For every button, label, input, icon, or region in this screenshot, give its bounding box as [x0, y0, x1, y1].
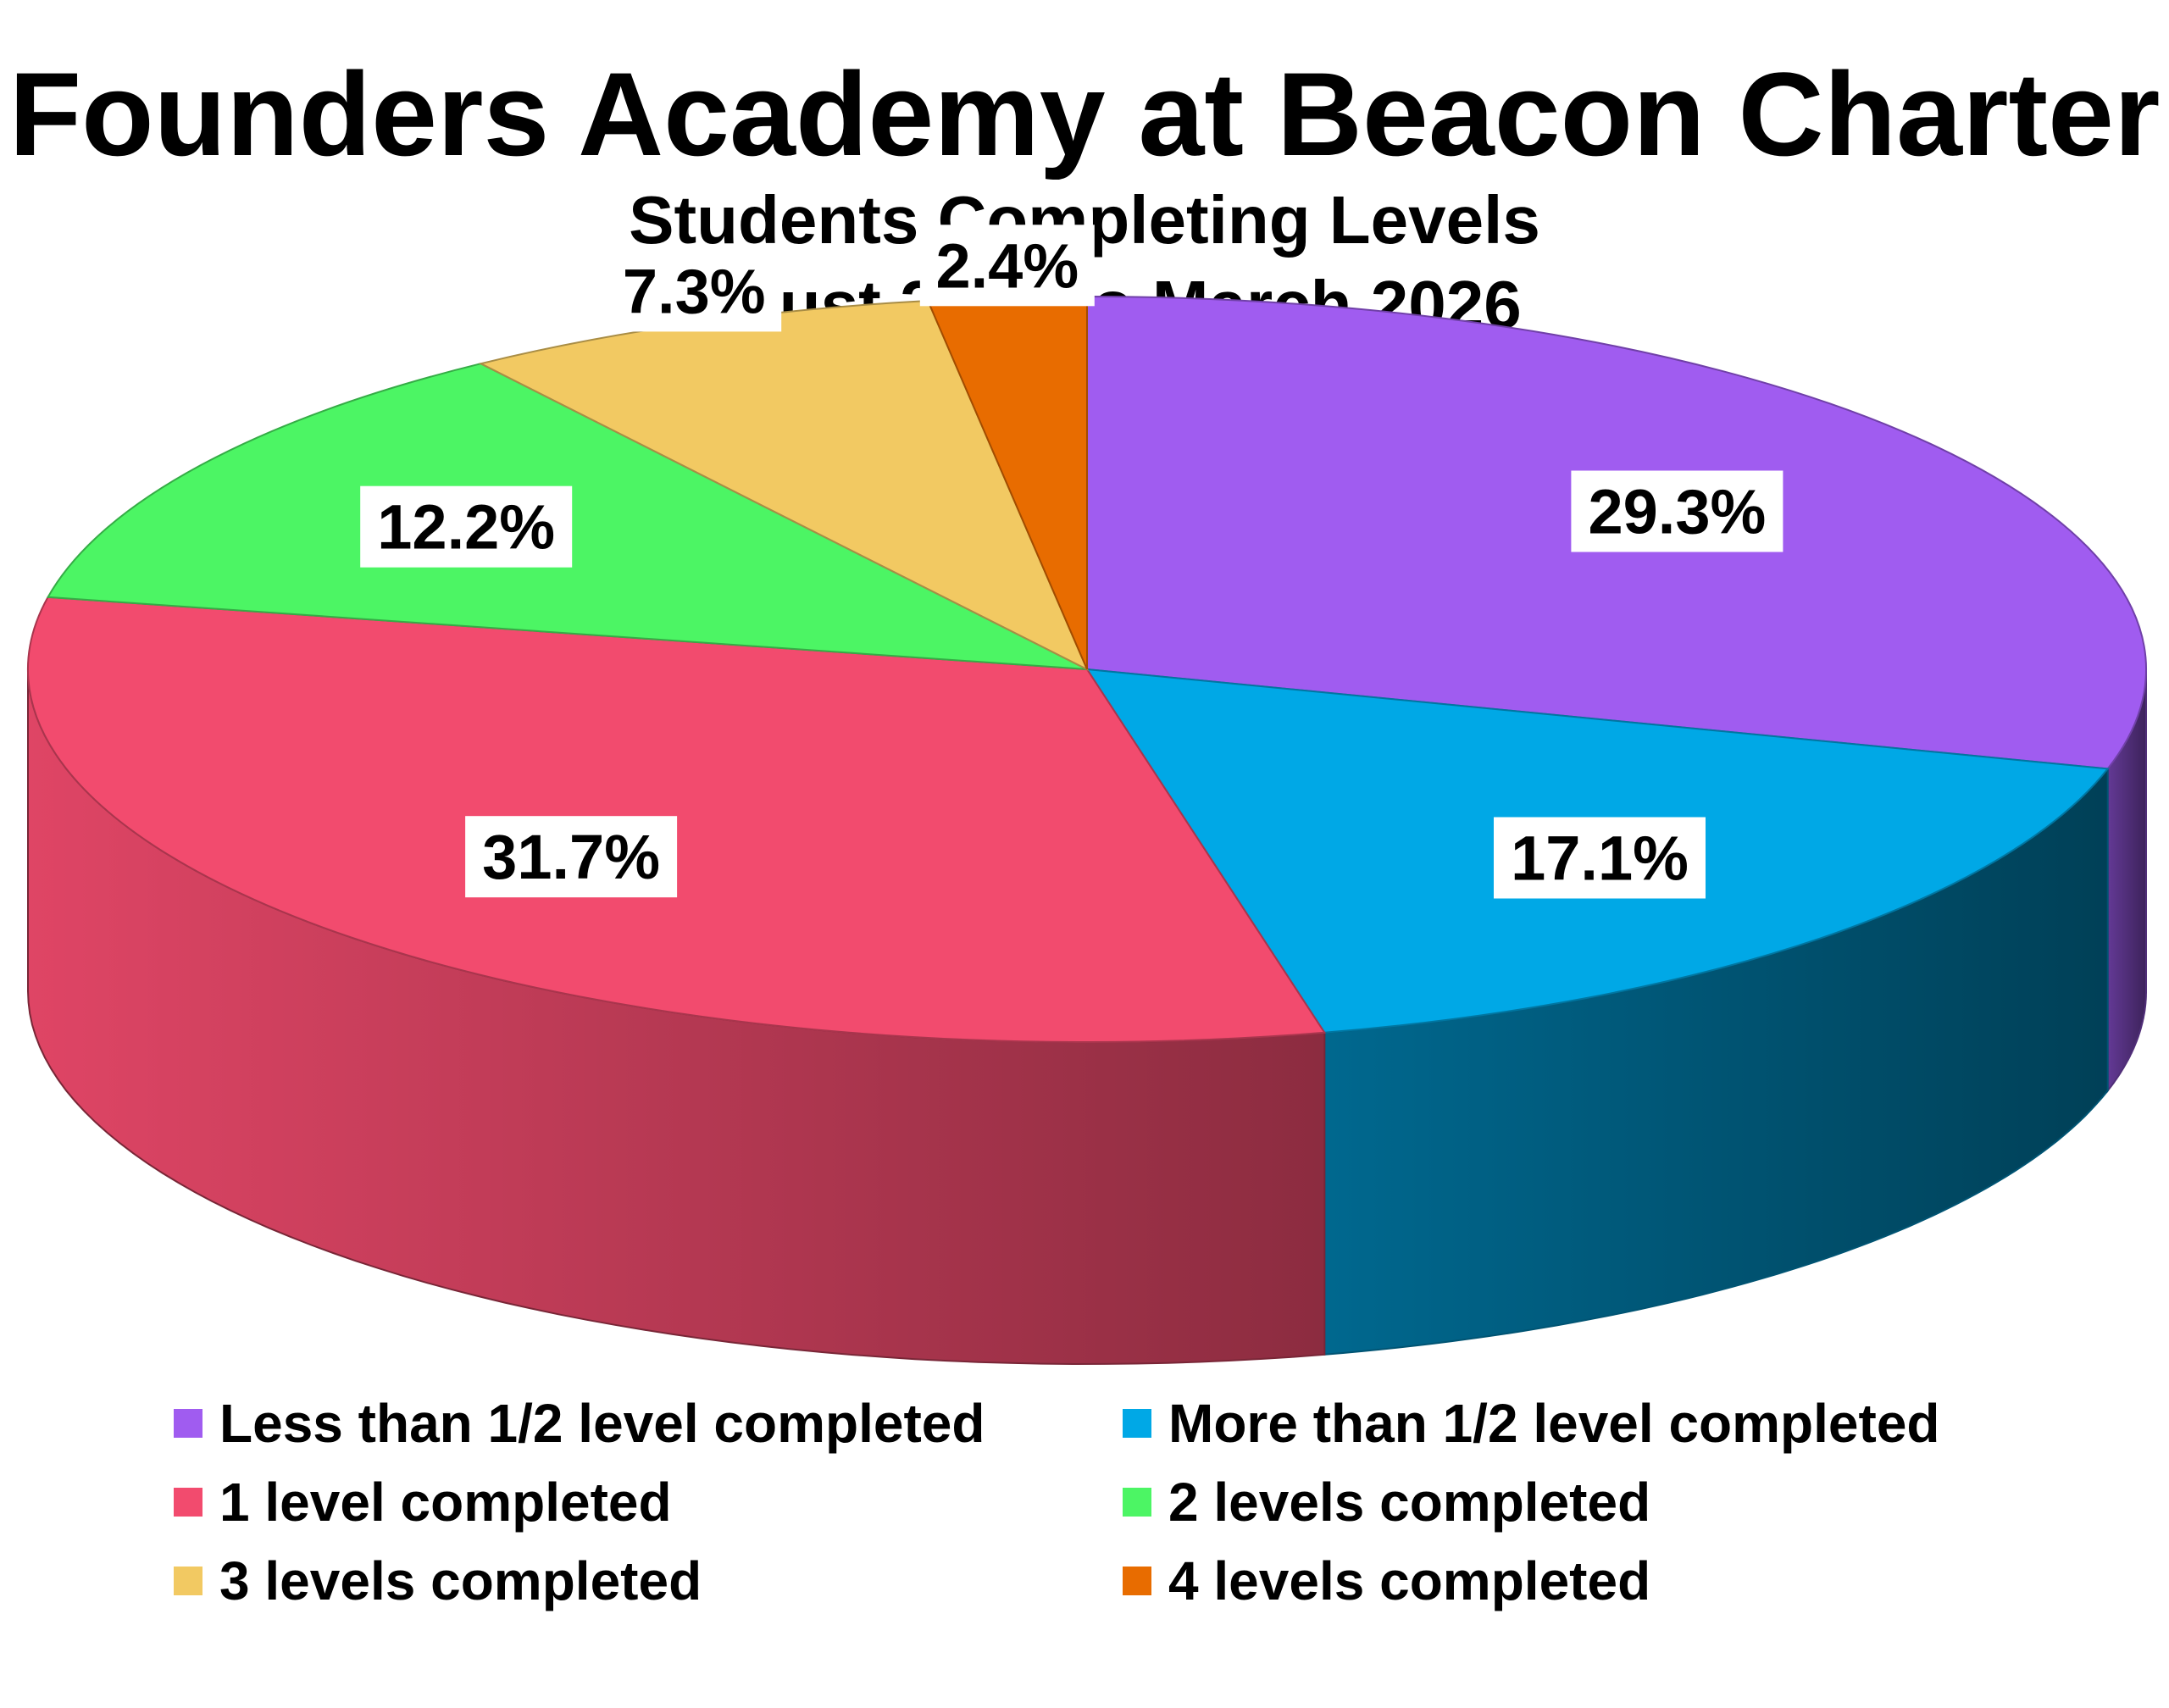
legend-swatch-1-level	[174, 1488, 202, 1517]
data-label-box-2-levels-completed	[360, 485, 573, 568]
data-label-text-1-level-completed: 31.7%	[482, 822, 660, 892]
legend-swatch-2-levels	[1123, 1488, 1151, 1517]
data-label-less-than-1-2-level-completed: 29.3%	[1571, 470, 1783, 552]
legend-item-more-than-half: More than 1/2 level completed	[1123, 1389, 1940, 1457]
data-label-4-levels-completed: 2.4%	[919, 225, 1095, 307]
legend-item-less-than-half: Less than 1/2 level completed	[174, 1389, 985, 1457]
legend-swatch-more-than-half	[1123, 1409, 1151, 1438]
legend-item-2-levels: 2 levels completed	[1123, 1468, 1650, 1536]
data-label-text-2-levels-completed: 12.2%	[377, 492, 555, 563]
pie-labels: 29.3% 17.1% 31.7% 12.2% 7.3% 2.4%	[360, 225, 1783, 899]
legend-swatch-less-than-half	[174, 1409, 202, 1438]
data-label-2-levels-completed: 12.2%	[360, 485, 573, 568]
chart-titles: Founders Academy at Beacon Charter Stude…	[0, 0, 2169, 347]
legend-label-2-levels: 2 levels completed	[1168, 1472, 1651, 1533]
legend-label-less-than-half: Less than 1/2 level completed	[219, 1393, 985, 1454]
legend-swatch-4-levels	[1123, 1567, 1151, 1595]
chart-title: Founders Academy at Beacon Charter	[8, 47, 2161, 180]
data-label-box-3-levels-completed	[607, 250, 782, 332]
legend-swatch-3-levels	[174, 1567, 202, 1595]
data-label-text-more-than-1-2-level-completed: 17.1%	[1511, 824, 1689, 894]
pie-sides	[27, 668, 2147, 1366]
data-label-text-4-levels-completed: 2.4%	[935, 230, 1079, 301]
legend-item-1-level: 1 level completed	[174, 1468, 672, 1536]
pie-tops	[26, 295, 2147, 1043]
legend-label-1-level: 1 level completed	[219, 1472, 672, 1533]
data-label-text-3-levels-completed: 7.3%	[623, 256, 766, 326]
data-label-box-less-than-1-2-level-completed	[1571, 470, 1783, 552]
data-label-box-more-than-1-2-level-completed	[1494, 817, 1706, 899]
legend-item-3-levels: 3 levels completed	[174, 1547, 702, 1615]
data-label-box-1-level-completed	[465, 816, 678, 898]
data-label-3-levels-completed: 7.3%	[607, 250, 782, 332]
chart-legend: Less than 1/2 level completed More than …	[0, 1389, 2169, 1644]
legend-item-4-levels: 4 levels completed	[1123, 1547, 1650, 1615]
legend-label-3-levels: 3 levels completed	[219, 1550, 702, 1611]
legend-label-4-levels: 4 levels completed	[1168, 1550, 1651, 1611]
data-label-more-than-1-2-level-completed: 17.1%	[1494, 817, 1706, 899]
data-label-text-less-than-1-2-level-completed: 29.3%	[1588, 477, 1766, 547]
legend-label-more-than-half: More than 1/2 level completed	[1168, 1393, 1940, 1454]
data-label-1-level-completed: 31.7%	[465, 816, 678, 898]
data-label-box-4-levels-completed	[919, 225, 1095, 307]
